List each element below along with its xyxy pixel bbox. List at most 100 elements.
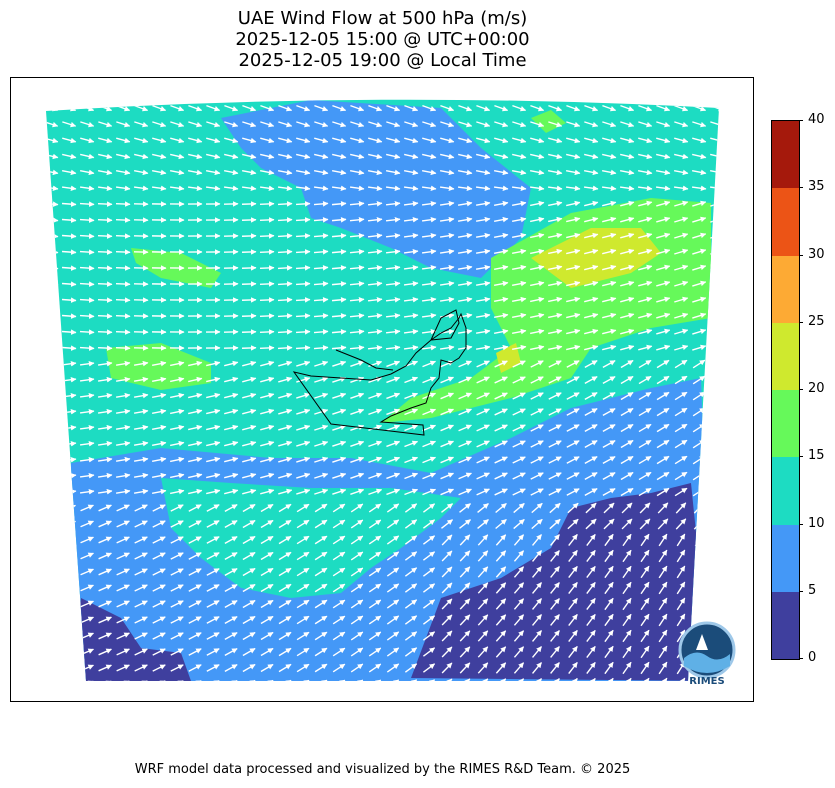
wind-arrow <box>511 200 527 207</box>
wind-arrow <box>694 581 704 595</box>
wind-arrow <box>97 233 113 239</box>
wind-arrow <box>170 408 185 415</box>
wind-arrow <box>98 121 113 128</box>
wind-arrow <box>134 504 148 512</box>
wind-arrow <box>313 249 329 255</box>
wind-arrow <box>584 121 599 128</box>
wind-arrow <box>656 216 671 223</box>
wind-arrow <box>260 567 274 577</box>
wind-arrow <box>152 520 166 528</box>
wind-arrow <box>638 232 653 239</box>
wind-arrow <box>586 533 596 547</box>
wind-arrow <box>260 376 275 383</box>
wind-arrow <box>458 440 472 448</box>
wind-arrow <box>638 328 653 335</box>
title-line-1: UAE Wind Flow at 500 hPa (m/s) <box>237 8 528 29</box>
wind-arrow <box>421 296 437 303</box>
wind-arrow <box>674 296 689 303</box>
wind-arrow <box>296 408 311 415</box>
wind-arrow <box>242 376 257 383</box>
wind-arrow <box>79 297 95 303</box>
wind-arrow <box>441 550 453 562</box>
wind-arrow <box>115 265 131 271</box>
wind-arrow <box>638 216 653 223</box>
wind-arrow <box>602 216 617 223</box>
wind-arrow <box>566 216 581 223</box>
wind-arrow <box>134 137 149 144</box>
wind-arrow <box>674 137 689 144</box>
wind-arrow <box>403 280 419 287</box>
wind-arrow <box>584 344 599 351</box>
wind-arrow <box>97 265 113 271</box>
wind-arrow <box>403 264 419 271</box>
wind-arrow <box>566 312 581 319</box>
wind-arrow <box>674 359 688 369</box>
wind-arrow <box>457 344 473 351</box>
wind-arrow <box>314 679 328 681</box>
wind-arrow <box>530 456 544 464</box>
wind-arrow <box>422 121 437 128</box>
wind-arrow <box>566 408 580 416</box>
wind-arrow <box>439 216 455 223</box>
wind-arrow <box>511 248 527 255</box>
wind-arrow <box>152 680 166 681</box>
wind-arrow <box>46 440 59 447</box>
wind-arrow <box>133 360 149 367</box>
wind-arrow <box>62 616 76 624</box>
wind-arrow <box>404 153 419 160</box>
wind-arrow <box>566 360 580 368</box>
wind-arrow <box>710 407 719 417</box>
wind-arrow <box>170 456 185 463</box>
wind-arrow <box>421 169 437 176</box>
wind-arrow <box>638 153 653 160</box>
wind-arrow <box>242 392 257 399</box>
wind-arrow <box>260 104 275 112</box>
wind-arrow <box>584 360 598 368</box>
wind-arrow <box>296 392 311 399</box>
wind-arrow <box>206 121 221 128</box>
wind-arrow <box>512 424 526 432</box>
wind-arrow <box>421 312 437 319</box>
wind-arrow <box>170 488 185 495</box>
wind-arrow <box>512 488 526 496</box>
wind-arrow <box>385 216 401 223</box>
wind-arrow <box>188 472 203 479</box>
wind-arrow <box>475 232 491 239</box>
wind-arrow <box>712 533 719 547</box>
wind-arrow <box>566 424 580 432</box>
wind-arrow <box>314 472 329 479</box>
wind-arrow <box>331 281 347 287</box>
wind-arrow <box>295 329 311 335</box>
wind-arrow <box>476 137 491 144</box>
wind-arrow <box>242 503 256 513</box>
wind-arrow <box>188 504 202 512</box>
wind-arrow <box>386 488 401 496</box>
wind-arrow <box>658 565 668 579</box>
wind-arrow <box>602 407 616 417</box>
wind-arrow <box>295 185 311 192</box>
wind-arrow <box>692 328 707 335</box>
wind-arrow <box>385 185 401 192</box>
wind-arrow <box>530 344 545 351</box>
wind-arrow <box>314 408 329 415</box>
wind-arrow <box>710 137 719 144</box>
wind-arrow <box>656 248 671 255</box>
wind-arrow <box>604 533 614 547</box>
wind-arrow <box>620 264 635 271</box>
wind-arrow <box>278 488 293 495</box>
wind-arrow <box>61 217 77 223</box>
wind-arrow <box>602 264 617 271</box>
wind-arrow <box>116 137 131 144</box>
wind-arrow <box>421 200 437 207</box>
wind-arrow <box>439 185 455 192</box>
wind-arrow <box>206 552 220 560</box>
wind-arrow <box>277 217 293 223</box>
wind-arrow <box>458 137 473 144</box>
wind-arrow <box>386 392 401 400</box>
wind-arrow <box>62 121 77 128</box>
wind-arrow <box>512 440 526 448</box>
wind-arrow <box>439 232 455 239</box>
wind-arrow <box>46 345 59 351</box>
wind-arrow <box>296 535 310 545</box>
wind-arrow <box>548 232 563 239</box>
